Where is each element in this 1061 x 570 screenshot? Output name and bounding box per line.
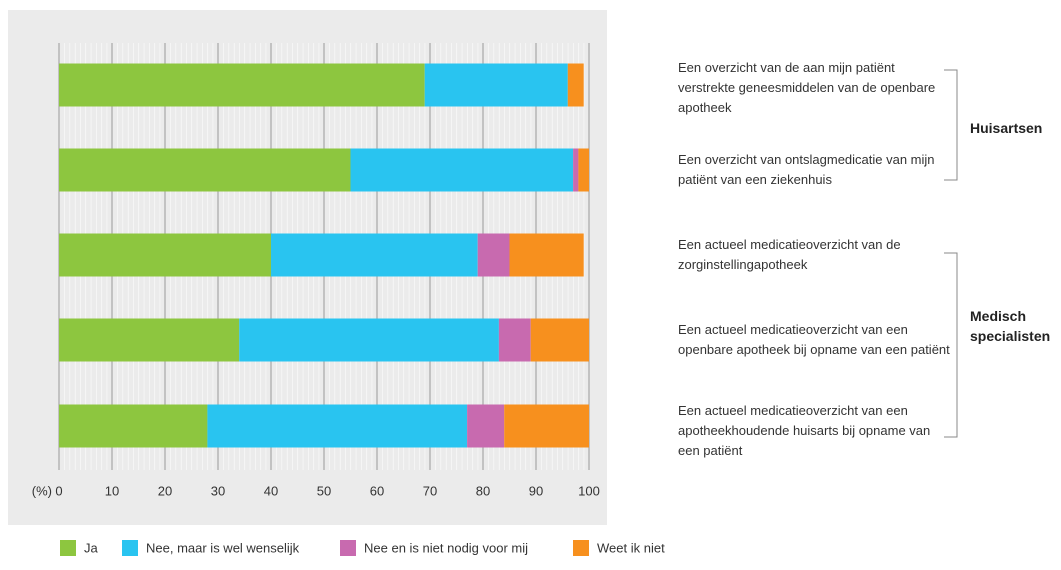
legend-label: Nee, maar is wel wenselijk (146, 540, 300, 555)
bar-segment (509, 233, 584, 277)
group-bracket (944, 69, 958, 438)
bar-segment (477, 233, 510, 277)
x-tick-label: 20 (158, 483, 172, 498)
group-label: Huisartsen (970, 120, 1043, 136)
bar-segment (567, 63, 584, 107)
x-axis-label: (%) (32, 483, 52, 498)
bar-segment (578, 148, 589, 192)
x-tick-label: 80 (476, 483, 490, 498)
legend-label: Ja (84, 540, 99, 555)
x-tick-label: 0 (55, 483, 62, 498)
bar-segment (530, 318, 589, 362)
group-label: Medisch specialisten (970, 308, 1051, 344)
bar-segment (59, 148, 351, 192)
x-tick-label: 50 (317, 483, 331, 498)
bar-segment (207, 404, 468, 448)
x-tick-label: 70 (423, 483, 437, 498)
legend-swatch (340, 540, 356, 556)
legend-swatch (573, 540, 589, 556)
category-label: Een actueel medicatieoverzicht van een a… (678, 403, 931, 458)
legend-label: Nee en is niet nodig voor mij (364, 540, 528, 555)
bar-segment (467, 404, 505, 448)
bar-segment (504, 404, 589, 448)
bar-segment (573, 148, 579, 192)
bar-segment (59, 63, 425, 107)
bar-segment (271, 233, 478, 277)
bar-segment (59, 318, 240, 362)
legend-label: Weet ik niet (597, 540, 665, 555)
bar-segment (424, 63, 568, 107)
bar-segment (498, 318, 531, 362)
bar-segment (59, 233, 271, 277)
category-label: Een actueel medicatieoverzicht van de zo… (678, 237, 901, 272)
x-tick-label: 30 (211, 483, 225, 498)
bar-segment (239, 318, 499, 362)
x-tick-label: 60 (370, 483, 384, 498)
bar-segment (59, 404, 208, 448)
x-tick-label: 40 (264, 483, 278, 498)
category-label: Een overzicht van ontslagmedicatie van m… (678, 152, 935, 187)
category-label: Een actueel medicatieoverzicht van een o… (678, 322, 950, 357)
legend-swatch (122, 540, 138, 556)
legend-swatch (60, 540, 76, 556)
category-label: Een overzicht van de aan mijn patiënt ve… (678, 60, 936, 115)
x-tick-label: 100 (578, 483, 600, 498)
x-tick-label: 10 (105, 483, 119, 498)
bar-segment (350, 148, 574, 192)
x-tick-label: 90 (529, 483, 543, 498)
